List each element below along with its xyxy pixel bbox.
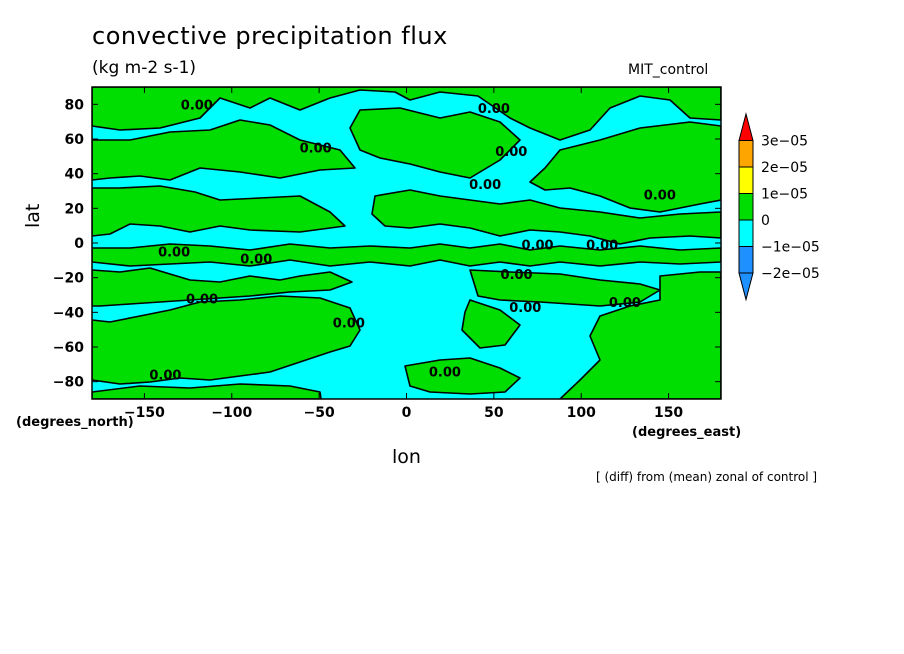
- colorbar-arrow: [738, 112, 754, 141]
- positive-region: [371, 189, 721, 245]
- contour-label: 0.00: [509, 301, 541, 316]
- contour-label: 0.00: [522, 239, 554, 254]
- y-tick-label: −20: [53, 271, 84, 287]
- positive-region: [92, 87, 721, 141]
- contour-label: 0.00: [478, 102, 510, 117]
- y-tick-label: −40: [53, 305, 84, 321]
- contour-label: 0.00: [586, 239, 618, 254]
- positive-region: [92, 185, 346, 237]
- positive-region: [529, 121, 721, 213]
- x-axis-units: (degrees_east): [632, 425, 742, 440]
- contour-label: 0.00: [469, 178, 501, 193]
- chart-units: (kg m-2 s-1): [92, 58, 197, 78]
- y-axis: 80 60 40 20 0 −20 −40 −60 −80: [53, 97, 721, 391]
- colorbar-label: 1e−05: [761, 187, 808, 203]
- positive-region: [404, 357, 521, 395]
- colorbar-label: 0: [761, 213, 770, 229]
- colorbar-arrow: [738, 272, 754, 302]
- contour-label: 0.00: [495, 145, 527, 160]
- x-axis: −150 −100 −50 0 50 100 150: [124, 87, 683, 421]
- contour-label: 0.00: [300, 142, 332, 157]
- positive-region: [559, 271, 721, 399]
- contour-label: 0.00: [158, 246, 190, 261]
- contour-label: 0.00: [181, 98, 213, 113]
- positive-region: [461, 299, 521, 349]
- contour-label: 0.00: [429, 365, 461, 380]
- chart-footnote: [ (diff) from (mean) zonal of control ]: [596, 470, 818, 484]
- y-axis-units: (degrees_north): [16, 415, 134, 430]
- colorbar-label: −2e−05: [761, 266, 820, 282]
- contour-label: 0.00: [501, 268, 533, 283]
- contour-label: 0.00: [333, 317, 365, 332]
- y-tick-label: 60: [65, 132, 85, 148]
- contour-label: 0.00: [644, 188, 676, 203]
- contour-label: 0.00: [149, 369, 181, 384]
- plot-area: [91, 86, 722, 400]
- positive-region: [92, 267, 353, 307]
- x-tick-label: 150: [654, 405, 683, 421]
- y-tick-label: 0: [74, 236, 84, 252]
- contour-label: 0.00: [186, 292, 218, 307]
- x-tick-label: −150: [124, 405, 165, 421]
- colorbar-swatch: [738, 219, 754, 247]
- dataset-label: MIT_control: [628, 62, 709, 78]
- y-tick-label: 20: [65, 201, 85, 217]
- positive-region: [349, 107, 521, 179]
- x-tick-label: 50: [484, 405, 504, 421]
- colorbar: 3e−05 2e−05 1e−05 0 −1e−05 −2e−05: [738, 112, 820, 302]
- contour-labels: 0.00 0.00 0.00 0.00 0.00 0.00 0.00 0.00 0.00 0.00…: [149, 98, 676, 383]
- x-tick-label: −50: [304, 405, 335, 421]
- colorbar-label: 3e−05: [761, 134, 808, 150]
- positive-region: [92, 295, 361, 385]
- x-tick-label: −100: [211, 405, 252, 421]
- contour-regions: [92, 87, 721, 399]
- colorbar-swatch: [738, 166, 754, 194]
- positive-region: [92, 243, 721, 267]
- positive-region: [92, 383, 322, 399]
- chart-title: convective precipitation flux: [92, 22, 448, 50]
- positive-region: [92, 119, 356, 181]
- y-tick-label: 40: [65, 167, 85, 183]
- colorbar-swatch: [738, 140, 754, 168]
- positive-region: [469, 269, 661, 307]
- contour-label: 0.00: [609, 296, 641, 311]
- colorbar-label: −1e−05: [761, 240, 820, 256]
- contour-label: 0.00: [240, 253, 272, 268]
- colorbar-label: 2e−05: [761, 160, 808, 176]
- colorbar-swatch: [738, 193, 754, 221]
- x-axis-label: lon: [392, 446, 421, 468]
- x-tick-label: 0: [402, 405, 412, 421]
- colorbar-swatch: [738, 246, 754, 274]
- y-tick-label: −80: [53, 375, 84, 391]
- x-tick-label: 100: [567, 405, 596, 421]
- y-tick-label: 80: [65, 97, 85, 113]
- y-tick-label: −60: [53, 340, 84, 356]
